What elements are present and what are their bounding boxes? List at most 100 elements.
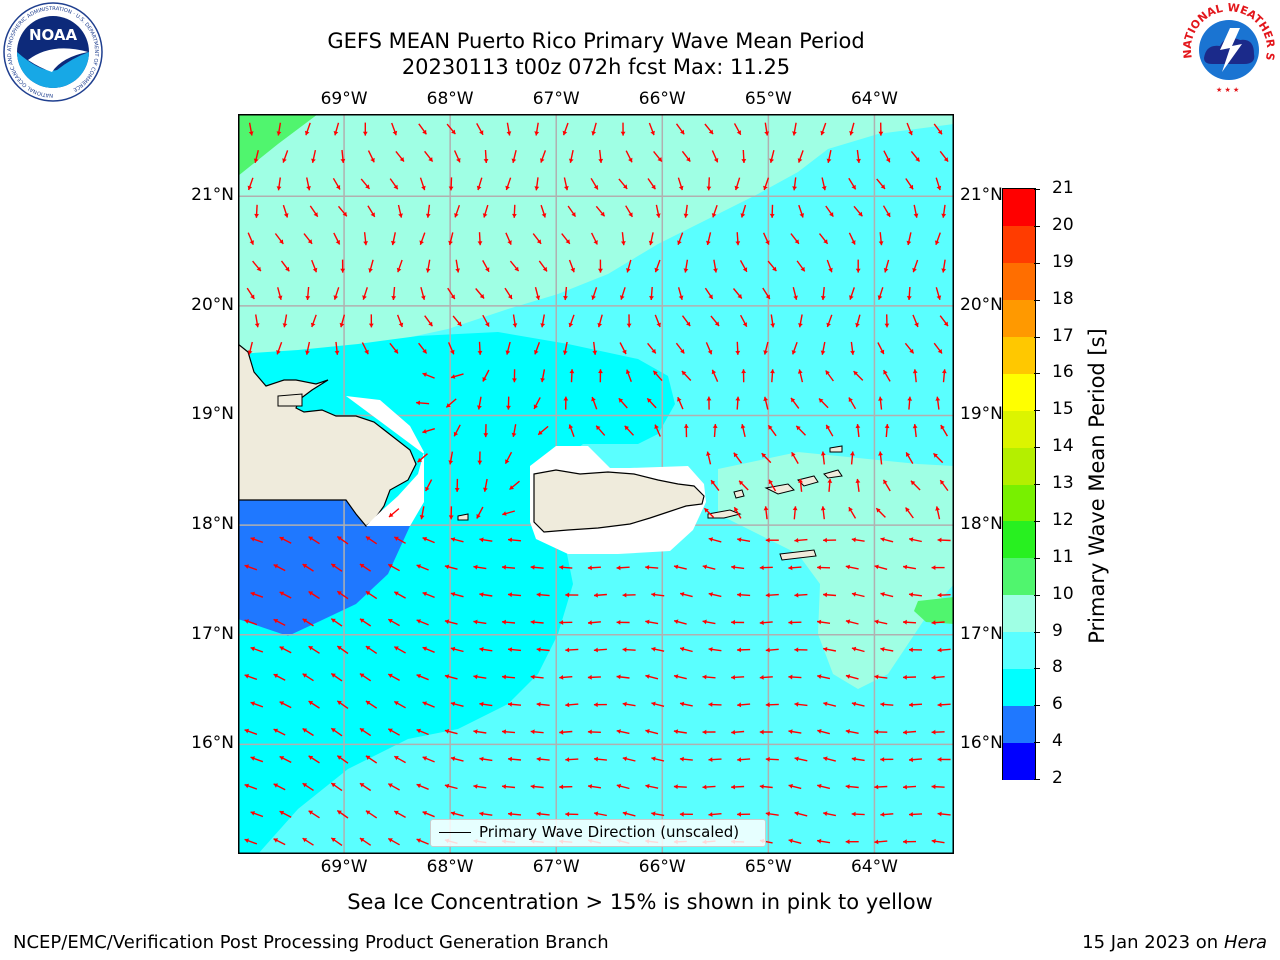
- wave-arrow-head: [306, 186, 311, 191]
- wave-arrow-head: [336, 185, 341, 190]
- tortola-island: [797, 475, 819, 487]
- wave-arrow-head: [820, 130, 825, 136]
- vieques-island: [707, 509, 742, 519]
- colorbar-tick-label: 19: [1052, 251, 1074, 272]
- wave-arrow-head: [370, 157, 375, 163]
- wave-arrow-head: [799, 213, 805, 218]
- wave-arrow-head: [739, 480, 744, 486]
- wave-arrow-head: [483, 433, 489, 438]
- wave-arrow-head: [444, 619, 450, 625]
- wave-arrow-head: [826, 322, 831, 327]
- wave-arrow-head: [502, 784, 506, 789]
- wave-arrow-head: [931, 675, 936, 680]
- wave-arrow-head: [736, 130, 741, 135]
- colorbar-segment: [1003, 410, 1035, 448]
- wave-arrow-head: [250, 646, 255, 652]
- wave-arrow-head: [359, 838, 365, 843]
- wave-arrow-head: [848, 397, 853, 402]
- wave-arrow-head: [936, 185, 942, 191]
- colorbar-tick-label: 18: [1052, 288, 1074, 309]
- wave-arrow-head: [931, 620, 936, 625]
- wave-arrow-head: [848, 507, 853, 512]
- wave-arrow-head: [502, 511, 507, 516]
- wave-arrow-head: [645, 565, 650, 570]
- lon-label-top: 64°W: [850, 89, 898, 109]
- wave-arrow-head: [941, 369, 947, 374]
- legend-label: Primary Wave Direction (unscaled): [479, 823, 740, 841]
- wave-arrow-head: [933, 453, 938, 458]
- lon-label-top: 69°W: [320, 89, 368, 109]
- wave-arrow-head: [250, 294, 255, 299]
- wave-arrow-head: [791, 350, 797, 355]
- wave-arrow-head: [628, 157, 633, 163]
- colorbar-tick-label: 13: [1052, 473, 1074, 493]
- wave-arrow-head: [820, 296, 826, 300]
- wave-arrow-head: [651, 592, 656, 597]
- wave-arrow-head: [731, 729, 736, 735]
- wave-arrow-head: [935, 506, 940, 511]
- wave-arrow-head: [817, 565, 821, 570]
- wave-arrow-head: [587, 729, 592, 735]
- wave-arrow-head: [681, 371, 687, 376]
- wave-arrow-head: [912, 267, 917, 273]
- wave-arrow-head: [914, 322, 919, 327]
- wave-arrow-head: [302, 564, 308, 569]
- lat-label-right: 18°N: [960, 514, 1003, 535]
- wave-arrow-head: [931, 838, 936, 844]
- wave-arrow-head: [909, 537, 914, 542]
- wave-arrow-head: [657, 157, 662, 162]
- wave-arrow-head: [359, 783, 365, 788]
- wave-arrow-head: [765, 294, 770, 299]
- wave-arrow-head: [817, 783, 822, 789]
- wave-arrow-head: [905, 507, 910, 512]
- lat-label-right: 21°N: [960, 185, 1003, 206]
- wave-arrow-head: [568, 322, 574, 327]
- wave-arrow-head: [764, 131, 770, 136]
- wave-arrow-head: [536, 811, 541, 817]
- wave-arrow-head: [250, 811, 255, 816]
- wave-arrow-head: [394, 810, 399, 816]
- wave-arrow-head: [855, 424, 861, 429]
- wave-arrow-head: [394, 646, 399, 651]
- colorbar-tick: [1034, 225, 1040, 227]
- wave-arrow-head: [593, 647, 598, 653]
- wave-arrow-head: [365, 184, 370, 189]
- wave-arrow-head: [588, 620, 592, 625]
- wave-arrow-head: [279, 756, 285, 761]
- wave-arrow-head: [598, 369, 603, 374]
- wave-arrow-head: [823, 701, 828, 707]
- wave-arrow-head: [680, 129, 685, 135]
- wave-arrow-head: [885, 157, 891, 163]
- wave-arrow-head: [308, 536, 314, 541]
- wave-arrow-head: [796, 425, 801, 431]
- wave-arrow-head: [506, 131, 512, 136]
- wave-arrow-head: [365, 755, 371, 760]
- wave-arrow-head: [273, 564, 279, 569]
- wave-arrow-head: [530, 674, 535, 680]
- wave-arrow-head: [450, 701, 456, 707]
- wave-arrow-head: [851, 646, 857, 652]
- wave-arrow-head: [593, 240, 598, 245]
- wave-arrow-head: [393, 184, 398, 190]
- wave-arrow-head: [359, 564, 365, 569]
- wave-arrow-head: [708, 537, 713, 542]
- wave-arrow-head: [506, 405, 511, 410]
- wave-arrow-head: [876, 508, 881, 513]
- colorbar-segment: [1003, 668, 1035, 706]
- wave-arrow-head: [793, 295, 798, 300]
- wave-arrow-head: [656, 322, 661, 327]
- wave-arrow-head: [903, 839, 907, 845]
- wave-arrow-head: [903, 784, 907, 790]
- wave-arrow-head: [485, 267, 490, 272]
- wave-arrow-head: [454, 488, 460, 492]
- wave-arrow-head: [877, 295, 883, 300]
- wave-arrow-head: [906, 296, 912, 300]
- wave-arrow-head: [542, 266, 547, 272]
- wave-arrow-head: [792, 186, 797, 191]
- colorbar-segment: [1003, 373, 1035, 411]
- wave-arrow-head: [247, 350, 253, 355]
- wave-arrow-head: [937, 129, 942, 135]
- wave-arrow-head: [302, 673, 308, 678]
- wave-arrow-head: [686, 157, 691, 162]
- lat-label-left: 18°N: [191, 514, 234, 535]
